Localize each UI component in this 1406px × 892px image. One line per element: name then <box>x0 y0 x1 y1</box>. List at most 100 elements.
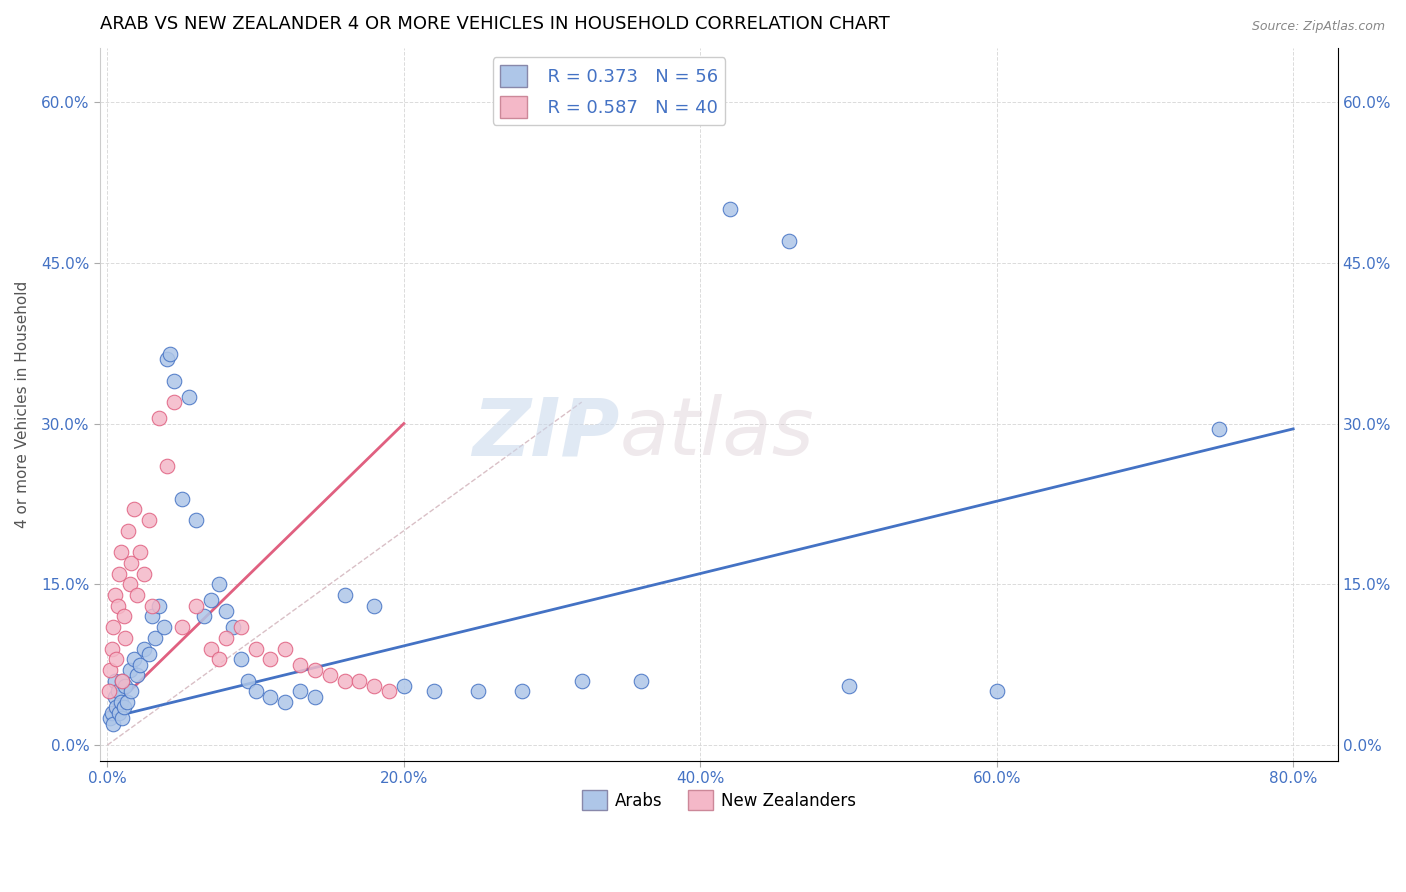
Text: atlas: atlas <box>620 394 814 472</box>
Point <box>110 545 132 559</box>
Point <box>274 641 297 656</box>
Point <box>138 647 160 661</box>
Point <box>363 679 385 693</box>
Point <box>114 631 136 645</box>
Point <box>215 631 238 645</box>
Point <box>100 663 122 677</box>
Y-axis label: 4 or more Vehicles in Household: 4 or more Vehicles in Household <box>15 281 30 528</box>
Point <box>122 502 145 516</box>
Point <box>101 706 124 720</box>
Point <box>156 459 179 474</box>
Point <box>778 235 800 249</box>
Point <box>304 663 326 677</box>
Point <box>129 545 152 559</box>
Point <box>107 684 129 698</box>
Point <box>122 652 145 666</box>
Point <box>117 524 139 538</box>
Point <box>467 684 489 698</box>
Point <box>170 491 193 506</box>
Point <box>111 673 134 688</box>
Point <box>392 679 415 693</box>
Point <box>274 695 297 709</box>
Point <box>363 599 385 613</box>
Point <box>114 679 136 693</box>
Point <box>229 620 252 634</box>
Point <box>108 706 131 720</box>
Point <box>163 395 186 409</box>
Point <box>215 604 238 618</box>
Point <box>163 374 186 388</box>
Point <box>141 609 163 624</box>
Text: ARAB VS NEW ZEALANDER 4 OR MORE VEHICLES IN HOUSEHOLD CORRELATION CHART: ARAB VS NEW ZEALANDER 4 OR MORE VEHICLES… <box>100 15 890 33</box>
Point <box>156 352 179 367</box>
Point <box>105 700 128 714</box>
Point <box>333 673 356 688</box>
Point <box>100 711 122 725</box>
Point <box>186 513 208 527</box>
Point <box>512 684 534 698</box>
Point <box>245 641 267 656</box>
Legend: Arabs, New Zealanders: Arabs, New Zealanders <box>575 783 863 817</box>
Point <box>838 679 860 693</box>
Point <box>120 684 142 698</box>
Point <box>118 663 141 677</box>
Point <box>207 577 229 591</box>
Point <box>200 593 222 607</box>
Point <box>129 657 152 672</box>
Point <box>422 684 444 698</box>
Point <box>103 716 125 731</box>
Point <box>1208 422 1230 436</box>
Point <box>138 513 160 527</box>
Point <box>110 695 132 709</box>
Point <box>319 668 342 682</box>
Point <box>118 577 141 591</box>
Point <box>718 202 741 217</box>
Point <box>259 690 281 704</box>
Point <box>288 684 311 698</box>
Point <box>148 599 170 613</box>
Point <box>333 588 356 602</box>
Point <box>207 652 229 666</box>
Point <box>134 566 156 581</box>
Point <box>112 609 135 624</box>
Point <box>159 347 181 361</box>
Point <box>170 620 193 634</box>
Point <box>143 631 166 645</box>
Point <box>103 620 125 634</box>
Point <box>104 690 127 704</box>
Point <box>148 411 170 425</box>
Point <box>115 695 138 709</box>
Point <box>200 641 222 656</box>
Point <box>152 620 174 634</box>
Point <box>101 641 124 656</box>
Point <box>134 641 156 656</box>
Point <box>108 566 131 581</box>
Point <box>571 673 593 688</box>
Point <box>238 673 260 688</box>
Point <box>186 599 208 613</box>
Point <box>304 690 326 704</box>
Point <box>177 390 200 404</box>
Point <box>141 599 163 613</box>
Point <box>259 652 281 666</box>
Point <box>125 668 148 682</box>
Point <box>349 673 371 688</box>
Point <box>107 599 129 613</box>
Point <box>288 657 311 672</box>
Text: ZIP: ZIP <box>472 394 620 472</box>
Point <box>104 673 127 688</box>
Point <box>193 609 215 624</box>
Point <box>111 673 134 688</box>
Point <box>630 673 652 688</box>
Point <box>229 652 252 666</box>
Point <box>111 711 134 725</box>
Point <box>222 620 245 634</box>
Point <box>97 684 120 698</box>
Point <box>120 556 142 570</box>
Point <box>986 684 1008 698</box>
Point <box>104 588 127 602</box>
Point <box>112 700 135 714</box>
Text: Source: ZipAtlas.com: Source: ZipAtlas.com <box>1251 20 1385 33</box>
Point <box>105 652 128 666</box>
Point <box>245 684 267 698</box>
